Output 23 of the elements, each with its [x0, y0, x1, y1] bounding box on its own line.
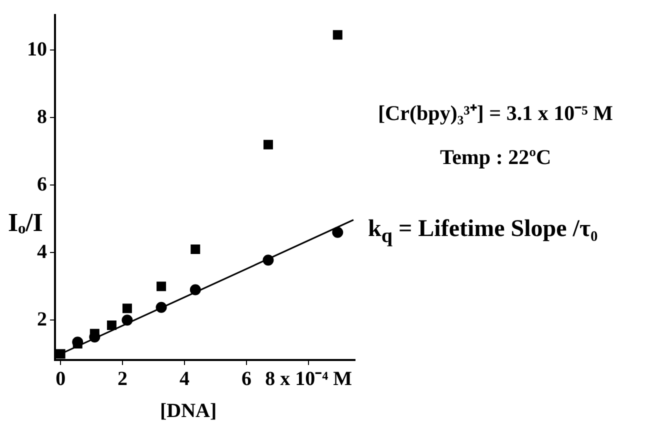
x-axis-title: [DNA] — [160, 400, 217, 423]
point — [190, 244, 200, 254]
text: Temp : 22ºC — [440, 145, 552, 170]
text: k$_{q}$ = Lifetime Slope /τ₀ — [368, 216, 598, 248]
x-tick-label: 2 — [118, 368, 128, 390]
point — [332, 30, 342, 40]
y-tick-label: 8 — [37, 106, 47, 128]
point — [106, 320, 116, 330]
x-tick-label: 6 — [242, 368, 252, 390]
point — [156, 282, 166, 292]
point — [56, 349, 66, 359]
y-axis-title: Iₒ/I — [8, 208, 43, 238]
y-tick-label: 2 — [37, 308, 47, 330]
x-tick-label: 0 — [56, 368, 66, 390]
point — [263, 140, 273, 150]
point — [122, 304, 132, 314]
text: [Cr(bpy)₃³⁺] = 3.1 x 10⁻⁵ M — [378, 100, 613, 126]
y-tick-label: 4 — [37, 240, 47, 263]
x-tick-label: 8 x 10⁻⁴ M — [265, 368, 352, 390]
x-tick-label: 4 — [180, 368, 190, 390]
y-tick-label: 10 — [27, 38, 47, 60]
point — [332, 226, 344, 238]
y-tick-label: 6 — [37, 173, 47, 196]
